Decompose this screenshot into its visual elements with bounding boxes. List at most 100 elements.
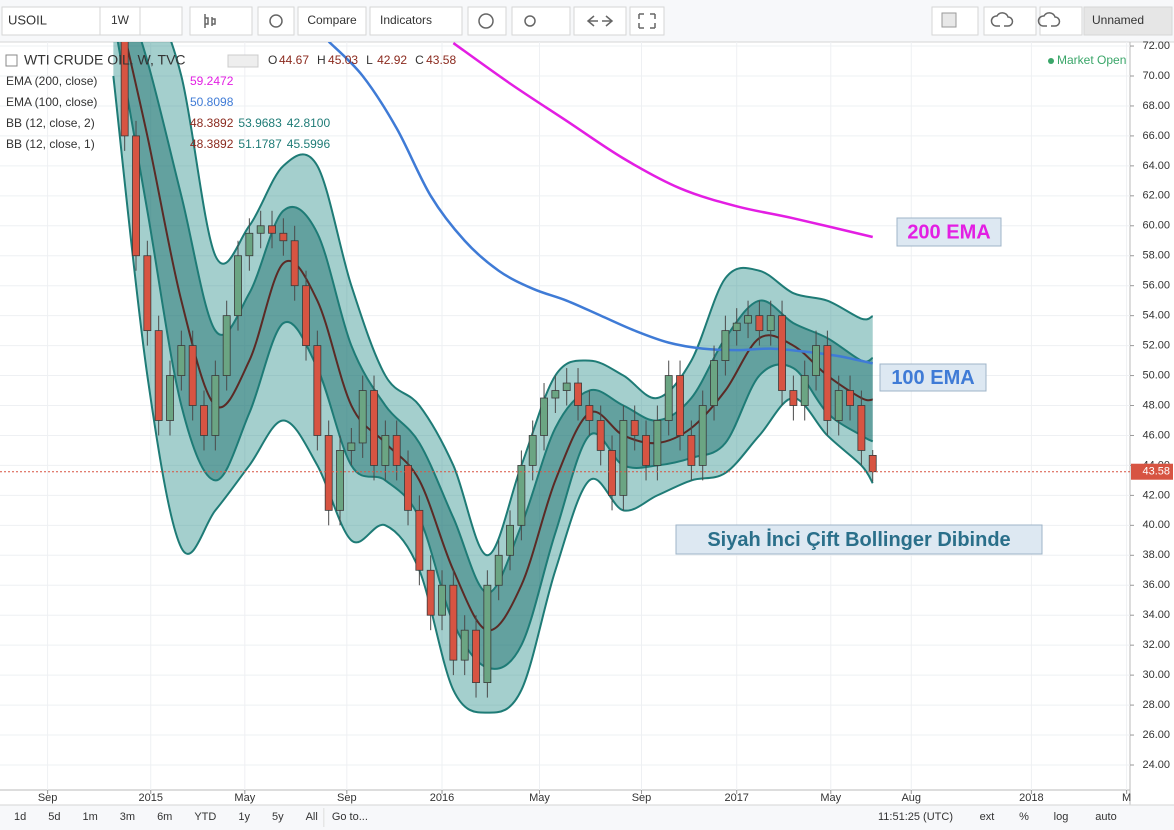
chart-style-button[interactable] xyxy=(189,6,253,36)
symbol[interactable]: USOIL xyxy=(8,12,47,27)
candle-body xyxy=(188,345,197,406)
indicators-button[interactable] xyxy=(369,6,463,36)
candle-body xyxy=(460,629,469,661)
plot-area xyxy=(0,42,1130,790)
candle-body xyxy=(143,255,152,332)
interval-button[interactable] xyxy=(99,6,141,36)
range-button[interactable]: 3m xyxy=(120,811,135,823)
candle-body xyxy=(154,330,163,421)
alert-button[interactable] xyxy=(467,6,507,36)
candle-body xyxy=(234,255,242,317)
candle-body xyxy=(596,420,605,451)
ohlc-value: 43.58 xyxy=(426,53,456,67)
range-button[interactable]: 5d xyxy=(48,811,60,823)
layout-button[interactable] xyxy=(1083,6,1173,36)
legend-icons xyxy=(227,54,259,68)
candle-body xyxy=(732,322,741,332)
y-tick-label: 68.00 xyxy=(1142,100,1170,112)
candle-body xyxy=(313,345,322,436)
indicators[interactable]: Indicators xyxy=(380,13,432,27)
collapse-box[interactable] xyxy=(5,54,18,67)
range-button[interactable]: 1y xyxy=(238,811,250,823)
ohlc-value: 45.03 xyxy=(328,53,358,67)
undo-redo[interactable] xyxy=(573,6,627,36)
candle-body xyxy=(721,330,730,361)
candle-body xyxy=(222,315,231,376)
ema-line xyxy=(452,42,874,239)
candle-body xyxy=(177,345,186,376)
range-button[interactable]: 5y xyxy=(272,811,284,823)
candle-body xyxy=(426,569,435,616)
legend-value: 53.9683 xyxy=(238,116,282,130)
color-swatch xyxy=(941,12,957,28)
candle-body xyxy=(755,315,764,332)
candle-body xyxy=(664,375,673,421)
y-tick-label: 60.00 xyxy=(1142,220,1170,232)
layout-name[interactable]: Unnamed xyxy=(1092,13,1144,27)
bulb-icon xyxy=(524,15,536,27)
candle-body xyxy=(653,420,662,466)
range-button[interactable]: 6m xyxy=(157,811,172,823)
candle-body xyxy=(392,435,401,466)
candle-body xyxy=(823,345,832,421)
range-button[interactable]: 1d xyxy=(14,811,26,823)
market-status: Market Open xyxy=(1057,53,1126,67)
candle-body xyxy=(800,375,809,406)
x-tick-label: May xyxy=(820,792,841,804)
range-button[interactable]: 1m xyxy=(83,811,98,823)
compare-button[interactable] xyxy=(297,6,367,36)
band-fill xyxy=(113,42,873,713)
y-tick-label: 38.00 xyxy=(1142,549,1170,561)
annotation-box xyxy=(675,524,1043,555)
candle-body xyxy=(517,465,526,526)
legend-value: 45.5996 xyxy=(287,137,331,151)
candle-body xyxy=(268,225,276,234)
last-price-label: 43.58 xyxy=(1142,466,1170,478)
symbol-box[interactable] xyxy=(1,6,101,36)
y-tick-label: 48.00 xyxy=(1142,399,1170,411)
range-button[interactable]: All xyxy=(306,811,318,823)
alert-icon xyxy=(478,13,494,29)
range-button[interactable]: YTD xyxy=(194,811,216,823)
legend-value: 48.3892 xyxy=(190,116,234,130)
compare[interactable]: Compare xyxy=(307,13,357,27)
candle-body xyxy=(846,390,854,406)
ohlc-value: 42.92 xyxy=(377,53,407,67)
legend-name: EMA (100, close) xyxy=(6,95,97,109)
candle-body xyxy=(857,405,866,451)
y-tick-label: 46.00 xyxy=(1142,429,1170,441)
y-tick-label: 58.00 xyxy=(1142,250,1170,262)
scale-option[interactable]: auto xyxy=(1095,811,1116,823)
more-button[interactable] xyxy=(139,6,183,36)
candle-body xyxy=(483,584,492,684)
scale-option[interactable]: log xyxy=(1054,811,1069,823)
candle-body xyxy=(415,509,424,571)
x-tick-label: Aug xyxy=(901,792,921,804)
fullscreen-button[interactable] xyxy=(629,6,665,36)
template-button[interactable] xyxy=(511,6,571,36)
x-tick-label: 2015 xyxy=(139,792,163,804)
candle-body xyxy=(132,135,140,257)
candle-body xyxy=(370,390,378,466)
cloud-icons xyxy=(990,12,1061,27)
candle-body xyxy=(834,390,843,421)
y-tick-label: 32.00 xyxy=(1142,639,1170,651)
y-tick-label: 30.00 xyxy=(1142,669,1170,681)
scale-option[interactable]: % xyxy=(1019,811,1029,823)
band-line xyxy=(112,75,874,714)
candle-body xyxy=(256,225,265,234)
settings-button[interactable] xyxy=(257,6,295,36)
load-button[interactable] xyxy=(983,6,1037,36)
annotation: 100 EMA xyxy=(891,367,974,389)
interval[interactable]: 1W xyxy=(111,13,130,27)
save-button[interactable] xyxy=(1039,6,1083,36)
annotation: Siyah İnci Çift Bollinger Dibinde xyxy=(707,528,1010,551)
candle-body xyxy=(290,240,299,287)
scale-option[interactable]: ext xyxy=(980,811,995,823)
y-tick-label: 62.00 xyxy=(1142,190,1170,202)
goto-button[interactable]: Go to... xyxy=(332,811,368,823)
y-tick-label: 50.00 xyxy=(1142,369,1170,381)
y-tick-label: 64.00 xyxy=(1142,160,1170,172)
y-tick-label: 72.00 xyxy=(1142,40,1170,52)
annotation: 200 EMA xyxy=(907,221,990,243)
